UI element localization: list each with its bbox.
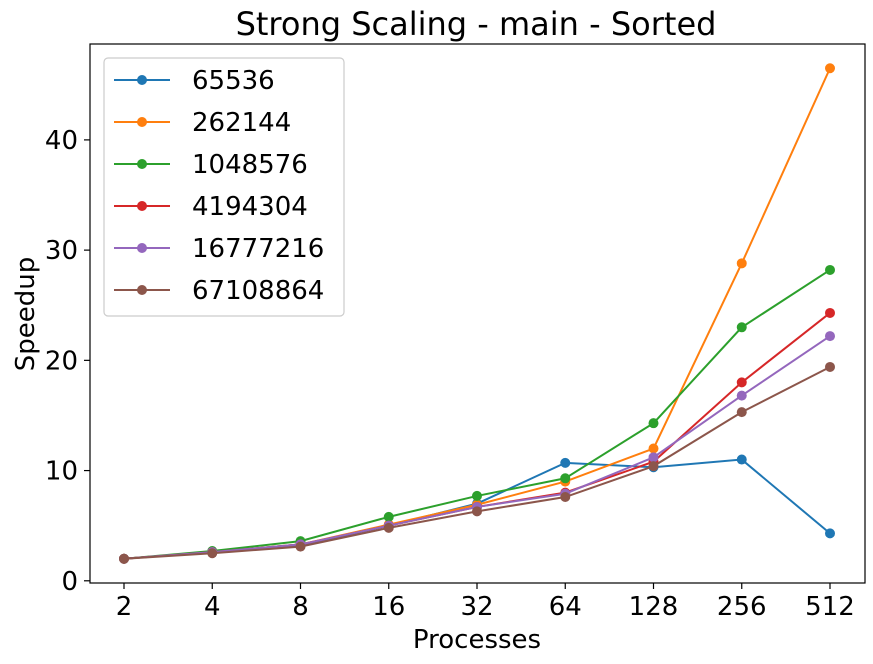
data-point	[383, 522, 394, 533]
y-tick-label: 0	[61, 567, 78, 597]
data-point	[736, 258, 747, 269]
data-point	[560, 492, 571, 503]
data-point	[472, 490, 482, 501]
x-tick-label: 2	[116, 592, 133, 622]
data-point	[825, 63, 835, 74]
legend-marker	[137, 159, 147, 169]
legend-label: 1048576	[192, 150, 308, 180]
data-point	[207, 548, 218, 559]
legend-label: 67108864	[192, 276, 324, 306]
legend-marker	[137, 75, 147, 85]
series-layer	[119, 63, 835, 564]
legend-label: 4194304	[192, 192, 308, 222]
data-point	[825, 361, 835, 372]
data-point	[295, 541, 306, 552]
data-point	[119, 553, 129, 564]
legend-item: 4194304	[114, 192, 308, 222]
data-point	[560, 457, 571, 468]
legend-item: 16777216	[114, 234, 324, 264]
data-point	[560, 473, 571, 484]
series-67108864	[119, 361, 835, 564]
y-tick-label: 10	[45, 457, 78, 487]
data-point	[825, 331, 835, 342]
y-axis-label: Speedup	[11, 257, 41, 372]
data-point	[825, 307, 835, 318]
x-tick-label: 32	[460, 592, 493, 622]
data-point	[736, 454, 747, 465]
data-point	[736, 407, 747, 418]
series-4194304	[119, 307, 835, 564]
series-16777216	[119, 331, 835, 564]
x-tick-label: 16	[372, 592, 405, 622]
legend-label: 65536	[192, 66, 275, 96]
chart-title: Strong Scaling - main - Sorted	[236, 5, 717, 43]
legend-marker	[137, 285, 147, 295]
data-point	[648, 452, 659, 463]
series-line	[123, 312, 831, 560]
x-tick-label: 512	[805, 592, 855, 622]
legend-marker	[137, 201, 147, 211]
x-tick-label: 8	[292, 592, 309, 622]
data-point	[825, 528, 835, 539]
data-point	[648, 443, 659, 454]
legend-item: 67108864	[114, 276, 324, 306]
x-axis-label: Processes	[413, 625, 541, 655]
y-tick-label: 30	[45, 236, 78, 266]
legend: 65536 262144 1048576 4194304 16777216 6710886…	[103, 57, 345, 317]
data-point	[736, 390, 747, 401]
y-tick-label: 40	[45, 126, 78, 156]
y-tick-label: 20	[45, 346, 78, 376]
data-point	[825, 264, 835, 275]
x-tick-label: 4	[204, 592, 221, 622]
legend-label: 262144	[192, 108, 291, 138]
legend-item: 1048576	[114, 150, 308, 180]
legend-item: 65536	[114, 66, 275, 96]
legend-marker	[137, 243, 147, 253]
data-point	[648, 418, 659, 429]
data-point	[472, 506, 482, 517]
x-tick-label: 64	[549, 592, 582, 622]
x-tick-label: 128	[629, 592, 679, 622]
series-line	[123, 335, 831, 560]
legend-marker	[137, 117, 147, 127]
legend-label: 16777216	[192, 234, 324, 264]
x-tick-label: 256	[717, 592, 767, 622]
data-point	[736, 377, 747, 388]
y-axis: 0 10 20 30 40	[45, 126, 90, 597]
data-point	[383, 511, 394, 522]
data-point	[648, 461, 659, 472]
series-line	[123, 366, 831, 560]
data-point	[736, 322, 747, 333]
x-axis: 2 4 8 16 32 64 128 256 512	[116, 583, 855, 622]
legend-item: 262144	[114, 108, 291, 138]
